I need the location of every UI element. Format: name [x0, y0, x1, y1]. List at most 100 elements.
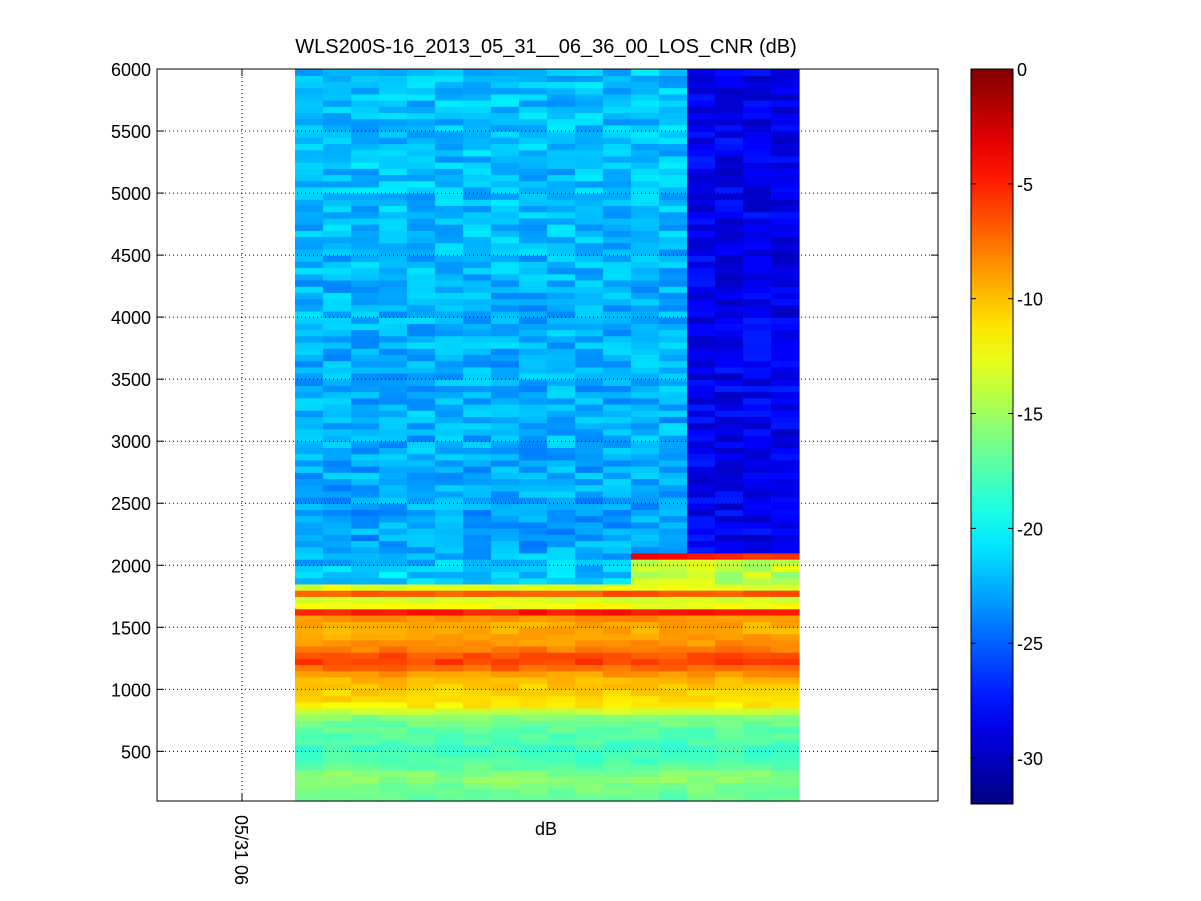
heatmap-cell — [631, 298, 660, 306]
heatmap-cell — [743, 683, 772, 690]
heatmap-cell — [407, 478, 436, 486]
heatmap-cell — [491, 745, 520, 752]
heatmap-cell — [687, 472, 716, 480]
heatmap-cell — [323, 75, 352, 82]
heatmap-cell — [715, 106, 744, 114]
heatmap-cell — [295, 93, 324, 101]
heatmap-cell — [295, 75, 324, 82]
heatmap-cell — [295, 261, 324, 269]
heatmap-cell — [323, 453, 352, 461]
heatmap-cell — [631, 738, 660, 746]
heatmap-cell — [379, 534, 408, 542]
heatmap-cell — [351, 782, 380, 790]
heatmap-cell — [295, 676, 324, 684]
heatmap-cell — [351, 205, 380, 213]
heatmap-cell — [491, 453, 520, 461]
heatmap-cell — [631, 236, 660, 244]
heatmap-cell — [519, 236, 548, 244]
heatmap-cell — [603, 633, 632, 641]
heatmap-cell — [295, 490, 324, 498]
heatmap-cell — [519, 224, 548, 231]
heatmap-cell — [743, 168, 772, 176]
heatmap-cell — [351, 720, 380, 728]
heatmap-cell — [687, 714, 716, 721]
heatmap-cell — [491, 621, 520, 628]
heatmap-cell — [435, 472, 464, 480]
heatmap-cell — [715, 509, 744, 517]
heatmap-cell — [295, 174, 324, 182]
heatmap-cell — [687, 329, 716, 337]
heatmap-cell — [463, 292, 492, 300]
heatmap-cell — [771, 292, 800, 300]
heatmap-cell — [463, 422, 492, 430]
heatmap-cell — [491, 205, 520, 213]
heatmap-cell — [351, 627, 380, 635]
heatmap-cell — [295, 540, 324, 548]
heatmap-cell — [659, 217, 688, 225]
heatmap-cell — [491, 701, 520, 709]
heatmap-cell — [771, 788, 800, 796]
heatmap-cell — [351, 596, 380, 604]
heatmap-cell — [659, 478, 688, 486]
heatmap-cell — [295, 515, 324, 523]
heatmap-cell — [547, 490, 576, 498]
heatmap-cell — [715, 310, 744, 318]
heatmap-cell — [463, 286, 492, 293]
heatmap-cell — [603, 472, 632, 480]
heatmap-cell — [323, 242, 352, 250]
heatmap-cell — [771, 658, 800, 666]
heatmap-cell — [743, 583, 772, 591]
heatmap-cell — [659, 397, 688, 405]
heatmap-cell — [715, 546, 744, 554]
heatmap-cell — [547, 174, 576, 182]
heatmap-cell — [519, 279, 548, 287]
heatmap-cell — [659, 627, 688, 635]
heatmap-cell — [743, 757, 772, 765]
heatmap-cell — [351, 472, 380, 480]
heatmap-cell — [687, 199, 716, 207]
heatmap-cell — [575, 255, 604, 262]
heatmap-cell — [407, 422, 436, 430]
heatmap-cell — [631, 155, 660, 163]
heatmap-cell — [575, 410, 604, 417]
heatmap-cell — [575, 81, 604, 89]
heatmap-cell — [407, 261, 436, 269]
heatmap-cell — [351, 441, 380, 448]
heatmap-cell — [715, 627, 744, 635]
heatmap-cell — [771, 652, 800, 659]
heatmap-cell — [379, 745, 408, 752]
heatmap-cell — [351, 466, 380, 473]
heatmap-cell — [379, 540, 408, 548]
heatmap-cell — [659, 410, 688, 417]
heatmap-cell — [603, 565, 632, 573]
heatmap-cell — [603, 503, 632, 511]
heatmap-cell — [687, 769, 716, 777]
heatmap-cell — [547, 217, 576, 225]
heatmap-cell — [771, 571, 800, 579]
heatmap-cell — [407, 726, 436, 734]
heatmap-cell — [435, 261, 464, 269]
heatmap-cell — [295, 701, 324, 709]
heatmap-cell — [407, 720, 436, 728]
heatmap-cell — [407, 199, 436, 207]
heatmap-cell — [519, 552, 548, 560]
heatmap-cell — [295, 658, 324, 666]
heatmap-cell — [519, 707, 548, 715]
heatmap-cell — [379, 751, 408, 759]
heatmap-cell — [295, 416, 324, 424]
heatmap-cell — [435, 602, 464, 610]
heatmap-cell — [519, 131, 548, 138]
heatmap-cell — [771, 106, 800, 114]
heatmap-cell — [463, 304, 492, 312]
heatmap-cell — [743, 782, 772, 790]
heatmap-cell — [547, 695, 576, 703]
heatmap-cell — [351, 776, 380, 783]
heatmap-cell — [771, 329, 800, 337]
heatmap-cell — [659, 689, 688, 697]
heatmap-cell — [575, 199, 604, 207]
heatmap-cell — [631, 193, 660, 200]
heatmap-cell — [771, 69, 800, 76]
heatmap-cell — [435, 186, 464, 194]
heatmap-cell — [771, 639, 800, 647]
